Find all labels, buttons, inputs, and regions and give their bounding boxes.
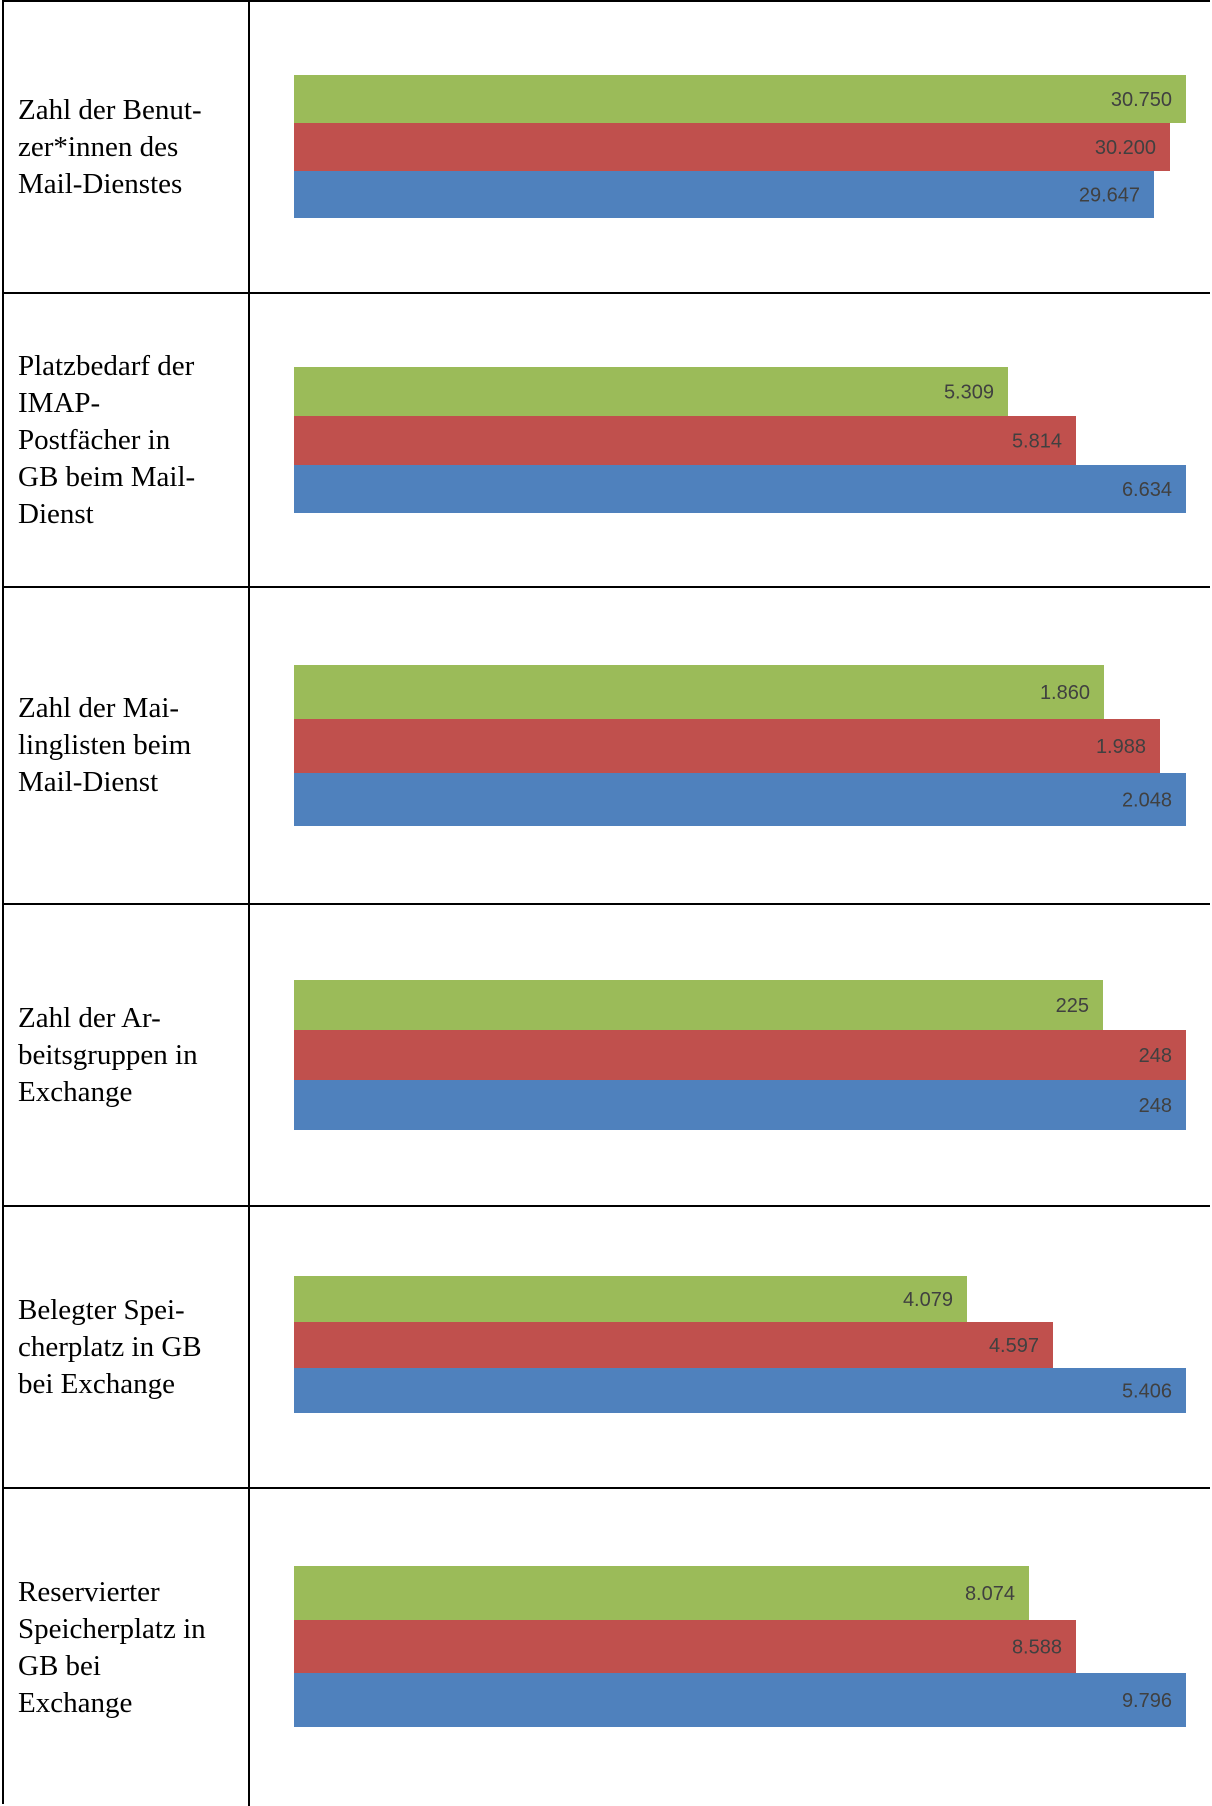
bar-value-label: 8.074	[965, 1583, 1015, 1605]
bar	[294, 367, 1008, 416]
bar	[294, 665, 1104, 719]
bar	[294, 1566, 1029, 1620]
bar	[294, 1673, 1186, 1727]
bar	[294, 1080, 1186, 1130]
bar-value-label: 29.647	[1079, 185, 1140, 207]
bar-value-label: 6.634	[1122, 479, 1172, 501]
bar-chart: 4.079 4.597 5.406	[294, 1276, 1186, 1413]
bar-value-label: 2.048	[1122, 790, 1172, 812]
row-label-cell: Belegter Spei- cherplatz in GB bei Excha…	[4, 1207, 250, 1487]
row-label-cell: Reservierter Speicherplatz in GB bei Exc…	[4, 1489, 250, 1806]
bar	[294, 1620, 1076, 1673]
bar-value-label: 248	[1139, 1045, 1172, 1067]
bar-chart-cell: 225 248 248	[250, 905, 1210, 1205]
bar-value-label: 1.860	[1040, 682, 1090, 704]
bar-value-label: 225	[1056, 995, 1089, 1017]
bar-chart: 225 248 248	[294, 980, 1186, 1130]
bar-chart: 8.074 8.588 9.796	[294, 1566, 1186, 1727]
bar	[294, 1030, 1186, 1080]
table-row: Zahl der Benut- zer*innen des Mail-Diens…	[4, 2, 1210, 294]
row-label: Platzbedarf der IMAP- Postfächer in GB b…	[18, 349, 196, 530]
row-label-cell: Zahl der Ar- beitsgruppen in Exchange	[4, 905, 250, 1205]
bar-value-label: 4.079	[903, 1289, 953, 1311]
bar-value-label: 5.814	[1012, 431, 1062, 453]
bar-value-label: 30.750	[1111, 89, 1172, 111]
bar	[294, 1276, 967, 1322]
bar-chart: 5.309 5.814 6.634	[294, 367, 1186, 513]
bar	[294, 719, 1160, 773]
bar-value-label: 9.796	[1122, 1690, 1172, 1712]
row-label: Zahl der Benut- zer*innen des Mail-Diens…	[18, 93, 202, 200]
bar	[294, 1322, 1053, 1368]
table-row: Platzbedarf der IMAP- Postfächer in GB b…	[4, 294, 1210, 588]
bar-value-label: 30.200	[1095, 137, 1156, 159]
row-label-cell: Platzbedarf der IMAP- Postfächer in GB b…	[4, 294, 250, 586]
bar-value-label: 248	[1139, 1095, 1172, 1117]
bar	[294, 416, 1076, 465]
bar-chart-cell: 30.750 30.200 29.647	[250, 2, 1210, 292]
bar	[294, 465, 1186, 513]
table-row: Belegter Spei- cherplatz in GB bei Excha…	[4, 1207, 1210, 1489]
bar-value-label: 5.309	[944, 382, 994, 404]
bar	[294, 75, 1186, 123]
bar-chart: 30.750 30.200 29.647	[294, 75, 1186, 218]
row-label: Zahl der Ar- beitsgruppen in Exchange	[18, 1001, 198, 1108]
row-label: Belegter Spei- cherplatz in GB bei Excha…	[18, 1293, 202, 1400]
bar	[294, 123, 1170, 171]
bar-value-label: 1.988	[1096, 736, 1146, 758]
bar-chart-cell: 4.079 4.597 5.406	[250, 1207, 1210, 1487]
bar-chart: 1.860 1.988 2.048	[294, 665, 1186, 826]
row-label: Reservierter Speicherplatz in GB bei Exc…	[18, 1575, 206, 1719]
bar	[294, 773, 1186, 826]
table-row: Reservierter Speicherplatz in GB bei Exc…	[4, 1489, 1210, 1806]
table-row: Zahl der Mai- linglisten beim Mail-Diens…	[4, 588, 1210, 905]
row-label: Zahl der Mai- linglisten beim Mail-Diens…	[18, 692, 192, 798]
bar-value-label: 5.406	[1122, 1381, 1172, 1403]
bar-chart-cell: 8.074 8.588 9.796	[250, 1489, 1210, 1806]
row-label-cell: Zahl der Benut- zer*innen des Mail-Diens…	[4, 2, 250, 292]
row-label-cell: Zahl der Mai- linglisten beim Mail-Diens…	[4, 588, 250, 903]
table-row: Zahl der Ar- beitsgruppen in Exchange 22…	[4, 905, 1210, 1207]
bar	[294, 171, 1154, 218]
bar-value-label: 4.597	[989, 1335, 1039, 1357]
bar-chart-cell: 1.860 1.988 2.048	[250, 588, 1210, 903]
bar	[294, 1368, 1186, 1413]
bar-value-label: 8.588	[1012, 1637, 1062, 1659]
bar	[294, 980, 1103, 1030]
bar-chart-cell: 5.309 5.814 6.634	[250, 294, 1210, 586]
